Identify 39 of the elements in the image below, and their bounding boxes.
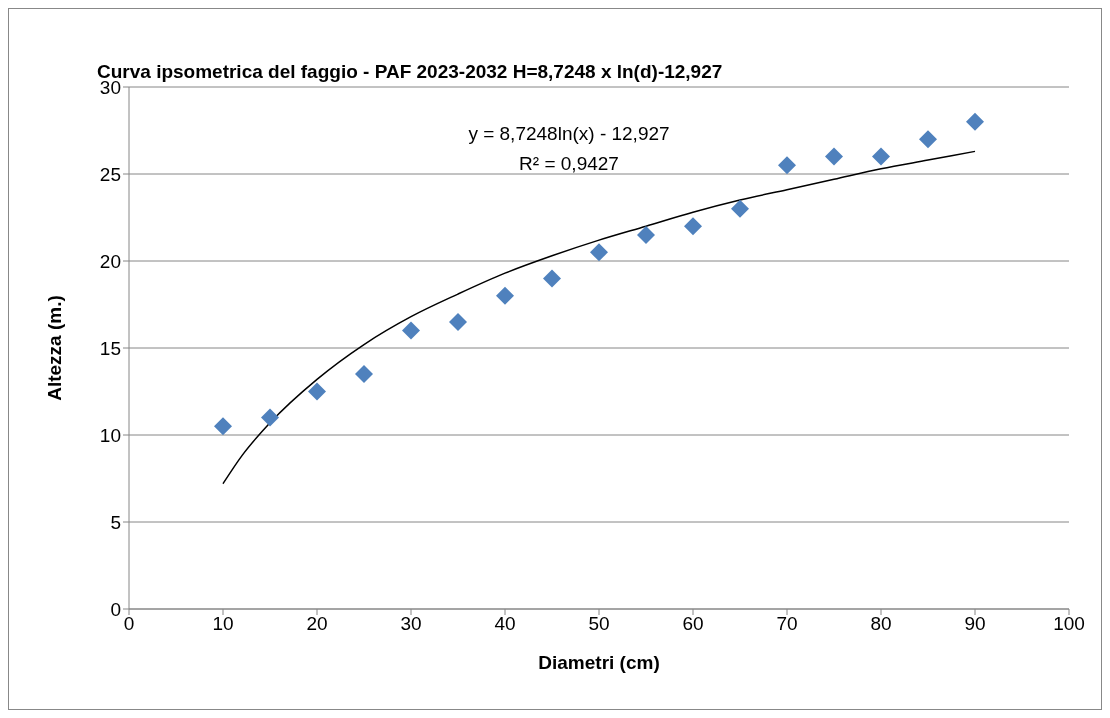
point <box>825 147 843 166</box>
x-tick-label: 100 <box>1053 613 1085 635</box>
y-tick-label: 10 <box>99 424 121 446</box>
annotation: y = 8,7248ln(x) - 12,927 <box>467 122 671 146</box>
point <box>637 225 655 244</box>
y-axis-title: Altezza (m.) <box>43 295 65 401</box>
line-series <box>222 150 976 485</box>
x-tick-label: 50 <box>588 613 610 635</box>
x-tick-label: 60 <box>682 613 704 635</box>
point <box>308 382 326 401</box>
x-tick-label: 90 <box>964 613 986 635</box>
point <box>872 147 890 166</box>
x-tick-label: 80 <box>870 613 892 635</box>
y-tick-label: 25 <box>99 163 121 185</box>
point <box>684 217 702 236</box>
point <box>355 365 373 384</box>
y-tick-label: 0 <box>110 598 121 620</box>
point <box>402 321 420 340</box>
point <box>966 112 984 131</box>
x-tick-label: 20 <box>306 613 328 635</box>
point <box>590 243 608 262</box>
x-axis-title: Diametri (cm) <box>538 652 660 673</box>
y-tick-label: 15 <box>99 337 121 359</box>
x-tick-label: 70 <box>776 613 798 635</box>
point <box>543 269 561 288</box>
point <box>778 156 796 175</box>
chart-title: Curva ipsometrica del faggio - PAF 2023-2032 H=8,7248 x ln(d)-12,927 <box>97 61 723 82</box>
x-tick-label: 40 <box>494 613 516 635</box>
x-tick-label: 30 <box>400 613 422 635</box>
point <box>449 312 467 331</box>
y-tick-label: 20 <box>99 250 121 272</box>
x-tick-label: 10 <box>212 613 234 635</box>
point <box>214 417 232 436</box>
point <box>496 286 514 305</box>
point <box>731 199 749 218</box>
point <box>261 408 279 427</box>
point <box>919 130 937 149</box>
annotation: R² = 0,9427 <box>518 152 620 176</box>
y-tick-label: 5 <box>110 511 121 533</box>
